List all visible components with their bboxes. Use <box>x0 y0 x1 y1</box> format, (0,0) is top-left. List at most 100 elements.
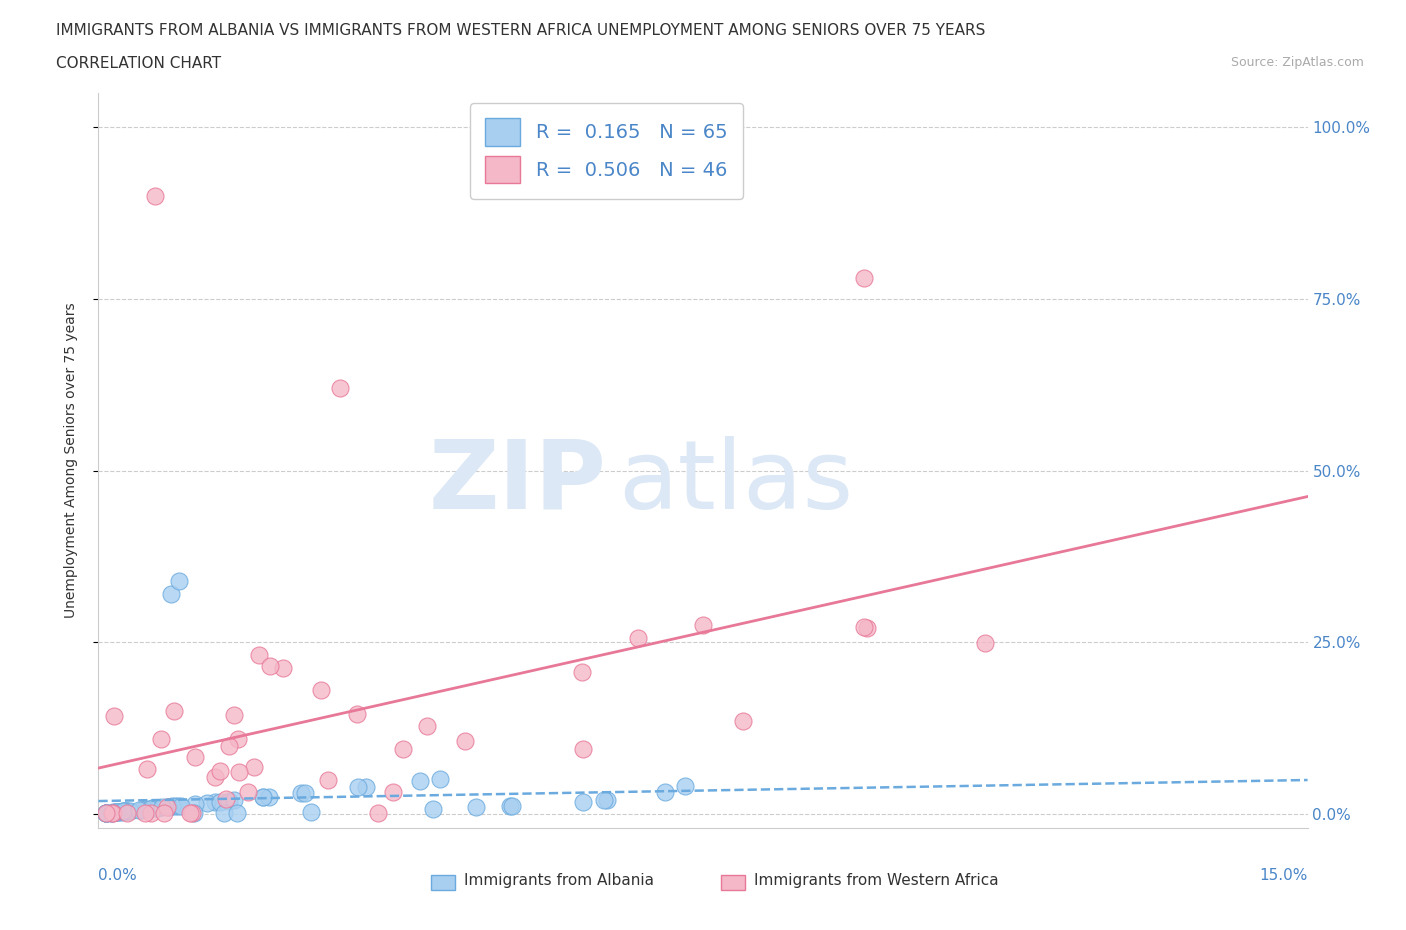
Point <box>181 805 204 820</box>
Point <box>104 804 127 819</box>
Point <box>96 805 118 820</box>
Point <box>392 741 415 756</box>
Point <box>290 786 312 801</box>
Point <box>422 801 444 816</box>
Point <box>228 764 250 779</box>
Point <box>105 804 128 819</box>
Bar <box>721 875 745 890</box>
Point <box>143 189 166 204</box>
Point <box>974 636 997 651</box>
Point <box>138 802 160 817</box>
Point <box>111 804 134 819</box>
Text: 0.0%: 0.0% <box>98 868 138 884</box>
Text: CORRELATION CHART: CORRELATION CHART <box>56 56 221 71</box>
Point <box>853 271 876 286</box>
Point <box>259 658 281 673</box>
Point <box>157 800 180 815</box>
Point <box>101 805 124 820</box>
Point <box>309 683 332 698</box>
Point <box>208 764 231 778</box>
Point <box>654 785 676 800</box>
Point <box>128 803 150 817</box>
Point <box>120 804 142 818</box>
Point <box>112 804 135 818</box>
Point <box>204 770 226 785</box>
Point <box>163 704 186 719</box>
Point <box>218 793 240 808</box>
Point <box>96 805 118 820</box>
Point <box>346 707 368 722</box>
Bar <box>432 875 456 890</box>
Point <box>596 792 619 807</box>
Point <box>134 805 156 820</box>
Text: Source: ZipAtlas.com: Source: ZipAtlas.com <box>1230 56 1364 69</box>
Text: ZIP: ZIP <box>429 436 606 529</box>
Point <box>183 805 205 820</box>
Point <box>111 804 134 819</box>
Point <box>571 742 593 757</box>
Point <box>146 801 169 816</box>
Point <box>673 779 696 794</box>
Point <box>167 573 190 588</box>
Point <box>252 790 274 804</box>
Point <box>429 772 451 787</box>
Legend: R =  0.165   N = 65, R =  0.506   N = 46: R = 0.165 N = 65, R = 0.506 N = 46 <box>470 102 742 199</box>
Point <box>856 620 879 635</box>
Point <box>170 798 193 813</box>
Text: Immigrants from Western Africa: Immigrants from Western Africa <box>754 873 998 888</box>
Point <box>501 798 523 813</box>
Point <box>454 734 477 749</box>
Point <box>299 804 322 819</box>
Point <box>409 774 432 789</box>
Point <box>204 794 226 809</box>
Point <box>105 804 128 819</box>
Point <box>692 618 714 632</box>
Point <box>329 380 352 395</box>
Point <box>150 732 173 747</box>
Point <box>222 792 245 807</box>
Point <box>141 805 163 820</box>
Point <box>218 738 240 753</box>
Point <box>226 805 249 820</box>
Point <box>162 799 184 814</box>
Point <box>195 795 218 810</box>
Point <box>236 784 259 799</box>
Point <box>141 801 163 816</box>
Point <box>209 794 232 809</box>
Point <box>571 665 593 680</box>
Point <box>115 805 138 820</box>
Point <box>131 802 153 817</box>
Point <box>152 805 174 820</box>
Point <box>114 804 136 818</box>
Point <box>179 805 201 820</box>
Point <box>347 780 370 795</box>
Point <box>184 750 207 764</box>
Point <box>415 718 437 733</box>
Point <box>167 798 190 813</box>
Point <box>252 790 274 804</box>
Point <box>367 805 389 820</box>
Point <box>96 805 118 820</box>
Point <box>156 800 179 815</box>
Text: 15.0%: 15.0% <box>1260 868 1308 884</box>
Point <box>103 805 125 820</box>
Point <box>733 713 755 728</box>
Point <box>273 660 295 675</box>
Point <box>499 798 522 813</box>
Text: IMMIGRANTS FROM ALBANIA VS IMMIGRANTS FROM WESTERN AFRICA UNEMPLOYMENT AMONG SEN: IMMIGRANTS FROM ALBANIA VS IMMIGRANTS FR… <box>56 23 986 38</box>
Point <box>294 786 316 801</box>
Point <box>853 619 876 634</box>
Point <box>226 732 249 747</box>
Point <box>101 805 124 820</box>
Point <box>224 707 246 722</box>
Point <box>214 791 236 806</box>
Point <box>115 804 138 818</box>
Point <box>112 804 135 818</box>
Text: atlas: atlas <box>619 436 853 529</box>
Point <box>104 804 127 819</box>
Point <box>214 805 236 820</box>
Point <box>100 805 122 820</box>
Point <box>464 800 486 815</box>
Y-axis label: Unemployment Among Seniors over 75 years: Unemployment Among Seniors over 75 years <box>63 302 77 618</box>
Point <box>107 804 129 819</box>
